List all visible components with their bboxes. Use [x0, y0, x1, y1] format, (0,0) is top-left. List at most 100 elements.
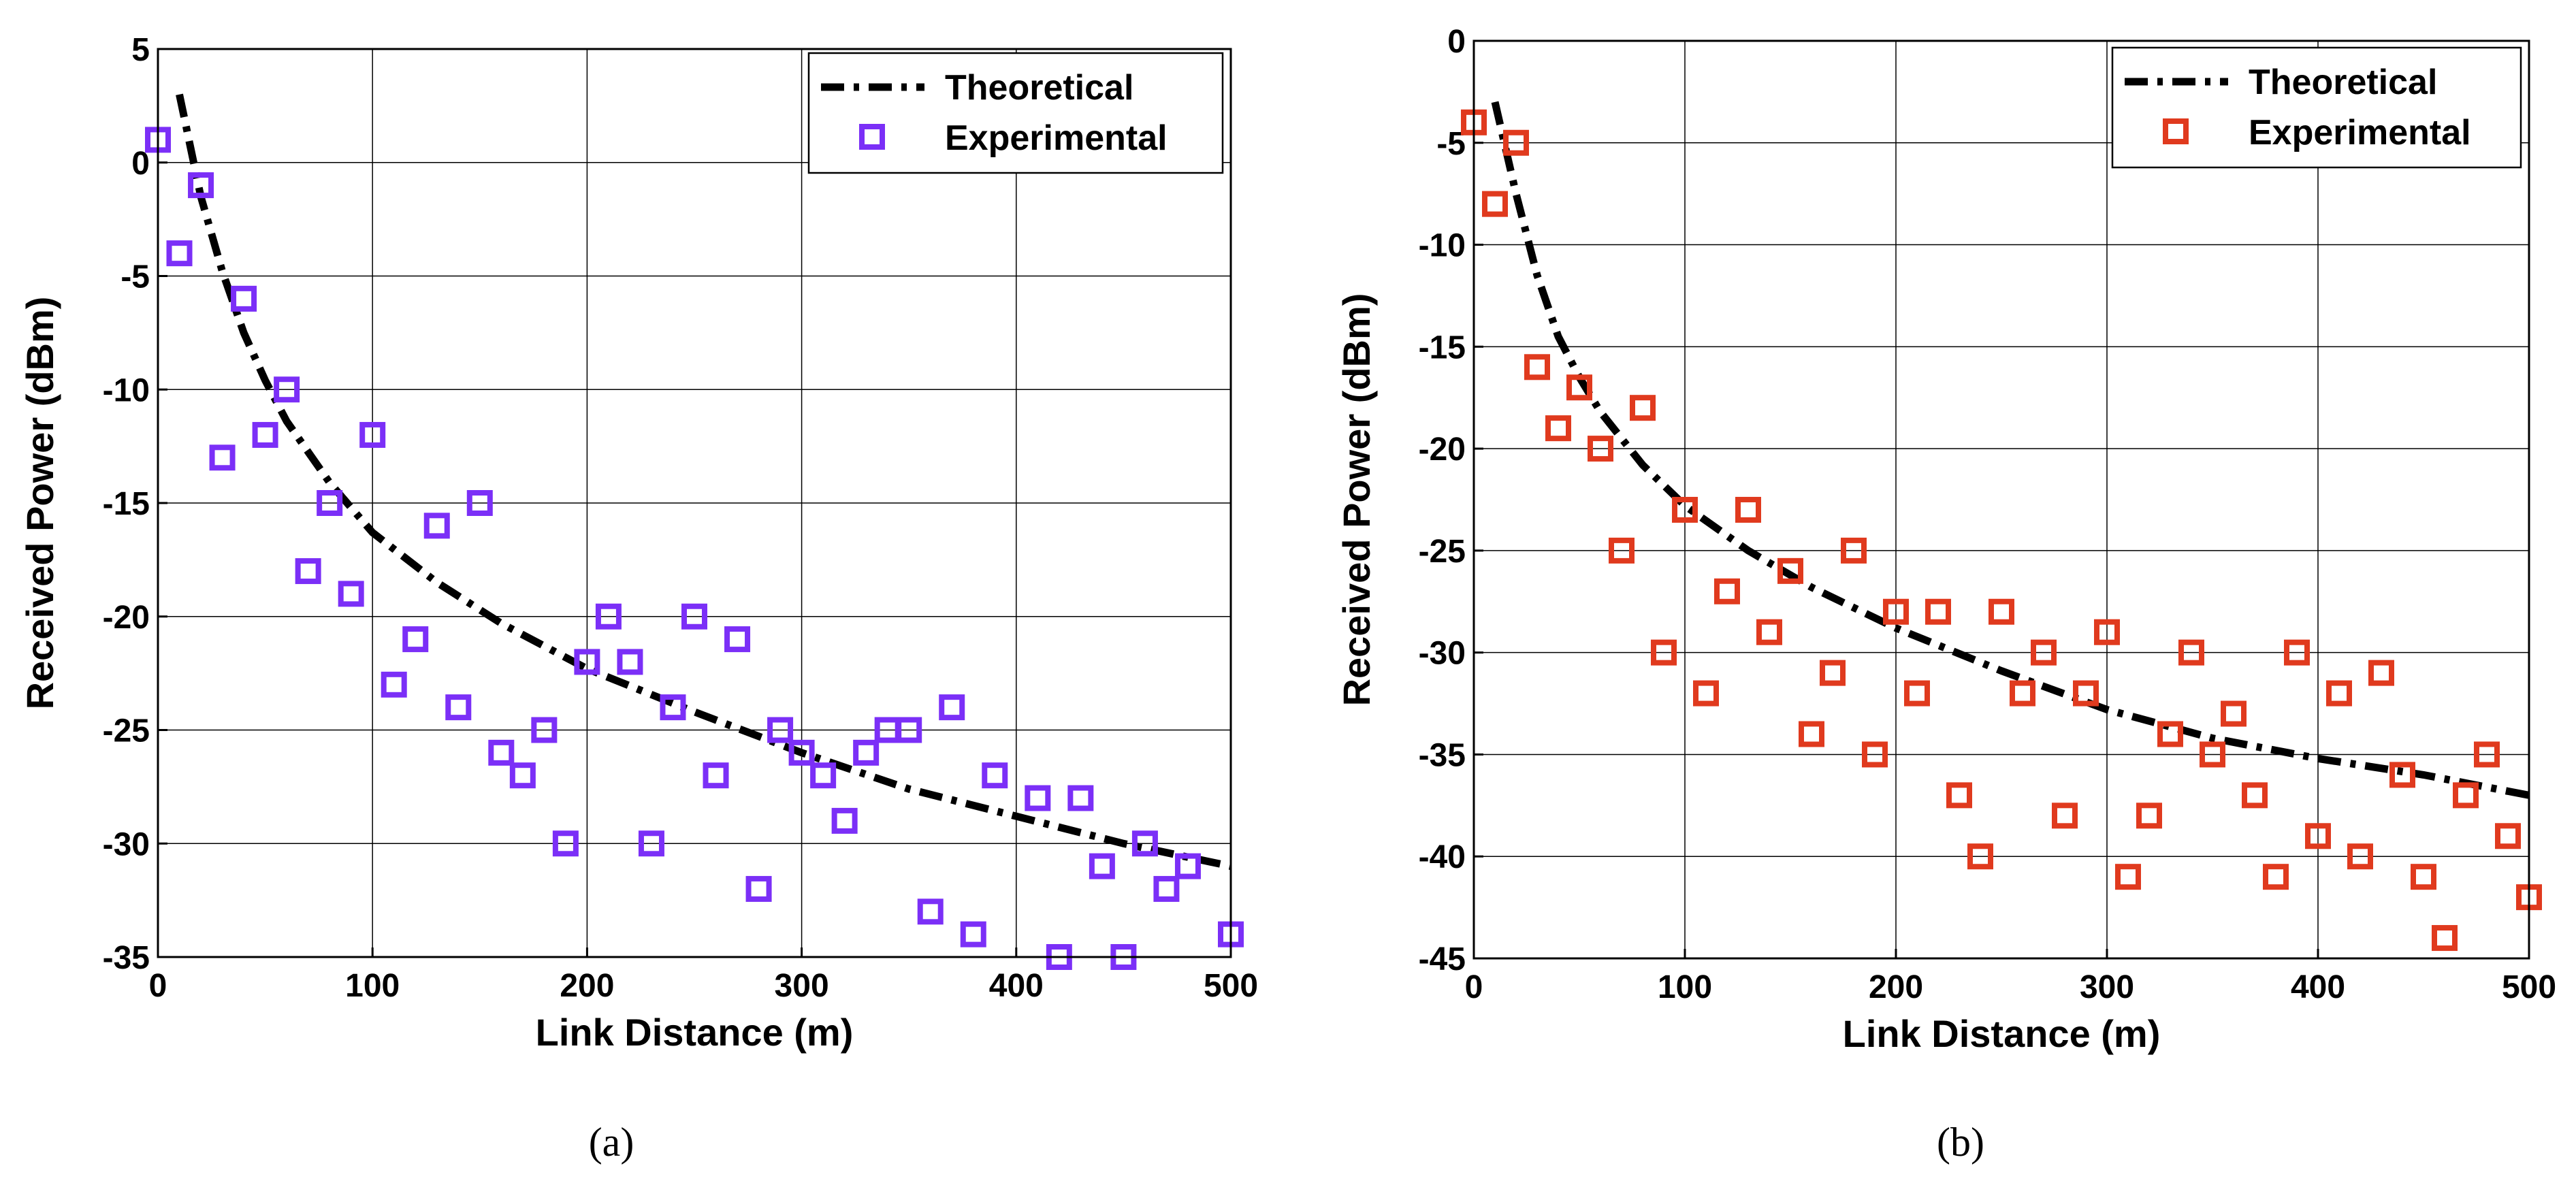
experimental-point — [2495, 823, 2521, 849]
experimental-point — [617, 649, 643, 675]
experimental-point — [252, 421, 278, 448]
experimental-point — [552, 830, 579, 857]
experimental-point — [1482, 191, 1508, 217]
y-tick-label: -30 — [1419, 636, 1466, 672]
x-tick-label: 200 — [560, 968, 614, 1004]
experimental-point — [1904, 680, 1930, 707]
experimental-point — [1799, 721, 1824, 747]
legend-label-theoretical: Theoretical — [945, 68, 1133, 108]
x-tick-label: 100 — [345, 968, 400, 1004]
x-tick-label: 400 — [2291, 969, 2345, 1005]
experimental-point — [2453, 782, 2479, 809]
x-tick-label: 500 — [2502, 969, 2556, 1005]
experimental-point — [681, 603, 707, 630]
experimental-point — [338, 581, 364, 607]
experimental-point — [295, 558, 321, 585]
experimental-point — [2326, 680, 2352, 707]
axes-frame — [157, 48, 1232, 958]
experimental-point — [2115, 864, 2141, 890]
experimental-point — [1651, 639, 1677, 666]
x-tick-label: 200 — [1869, 969, 1923, 1005]
experimental-point — [1131, 830, 1158, 857]
experimental-point — [1566, 374, 1592, 401]
legend-box — [2111, 46, 2522, 169]
subfigure-caption: (a) — [589, 1120, 634, 1165]
experimental-point — [531, 717, 558, 743]
experimental-point — [960, 921, 986, 947]
experimental-point — [466, 490, 493, 516]
experimental-point — [1946, 782, 1972, 809]
experimental-point — [381, 671, 407, 698]
x-tick-label: 500 — [1204, 968, 1258, 1004]
experimental-point — [423, 513, 450, 539]
experimental-point — [274, 376, 300, 403]
experimental-point — [1174, 853, 1201, 879]
x-tick-label: 300 — [2080, 969, 2134, 1005]
x-tick-label: 100 — [1658, 969, 1712, 1005]
y-tick-label: -10 — [1419, 228, 1466, 264]
y-tick-label: -10 — [103, 372, 150, 408]
y-tick-label: -45 — [1419, 941, 1466, 977]
x-axis-label: Link Distance (m) — [536, 1011, 854, 1054]
legend-label-theoretical: Theoretical — [2249, 63, 2437, 102]
experimental-point — [1841, 537, 1867, 564]
experimental-point — [1883, 598, 1909, 625]
legend-label-experimental: Experimental — [2249, 113, 2471, 152]
experimental-point — [1820, 660, 1846, 686]
experimental-point — [2178, 639, 2204, 666]
experimental-point — [853, 739, 880, 766]
experimental-point — [745, 875, 772, 902]
experimental-point — [1503, 129, 1529, 156]
x-tick-label: 400 — [989, 968, 1044, 1004]
y-tick-label: -35 — [1419, 737, 1466, 773]
experimental-point — [2411, 864, 2436, 890]
experimental-point — [488, 739, 515, 766]
experimental-point — [703, 762, 729, 789]
experimental-point — [1714, 578, 1740, 604]
experimental-point — [2474, 741, 2500, 768]
experimental-point — [231, 285, 257, 312]
experimental-point — [209, 444, 236, 471]
experimental-point — [2136, 803, 2162, 829]
experimental-point — [1524, 354, 1550, 380]
experimental-point — [2073, 680, 2099, 707]
experimental-point — [660, 694, 686, 721]
experimental-point — [166, 240, 193, 267]
y-axis-label: Received Power (dBm) — [18, 297, 61, 710]
experimental-point — [1630, 395, 1656, 421]
y-tick-label: -15 — [1419, 329, 1466, 366]
legend-marker-swatch — [2163, 118, 2189, 144]
experimental-point — [574, 649, 600, 675]
y-tick-label: 0 — [1447, 24, 1466, 60]
experimental-point — [2031, 639, 2057, 666]
experimental-point — [1609, 537, 1635, 564]
experimental-point — [810, 762, 837, 789]
experimental-point — [2157, 721, 2183, 747]
experimental-point — [1153, 875, 1180, 902]
experimental-point — [724, 626, 751, 653]
experimental-point — [767, 717, 794, 743]
experimental-point — [1756, 619, 1782, 645]
experimental-point — [638, 830, 664, 857]
chart-b: 0 100 200 300 400 500 0 -5 -10 -15 -20 -25 -30 -35 -40… — [1335, 24, 2556, 1165]
experimental-point — [2094, 619, 2120, 645]
y-tick-label: 5 — [131, 32, 150, 68]
legend-box — [807, 52, 1224, 174]
experimental-point — [1693, 680, 1719, 707]
experimental-point — [982, 762, 1008, 789]
experimental-point — [1545, 415, 1571, 442]
experimental-point — [2347, 843, 2373, 870]
experimental-point — [595, 603, 622, 630]
experimental-point — [2368, 660, 2394, 686]
experimental-point — [896, 717, 922, 743]
y-tick-label: -40 — [1419, 839, 1466, 875]
experimental-point — [1089, 853, 1115, 879]
experimental-point — [2052, 803, 2078, 829]
x-tick-label: 0 — [1465, 969, 1483, 1005]
experimental-point — [2010, 680, 2035, 707]
legend-marker-swatch — [859, 124, 885, 150]
y-axis-label: Received Power (dBm) — [1335, 293, 1378, 707]
experimental-point — [2305, 823, 2331, 849]
experimental-point — [402, 626, 429, 653]
y-tick-label: -25 — [1419, 534, 1466, 570]
